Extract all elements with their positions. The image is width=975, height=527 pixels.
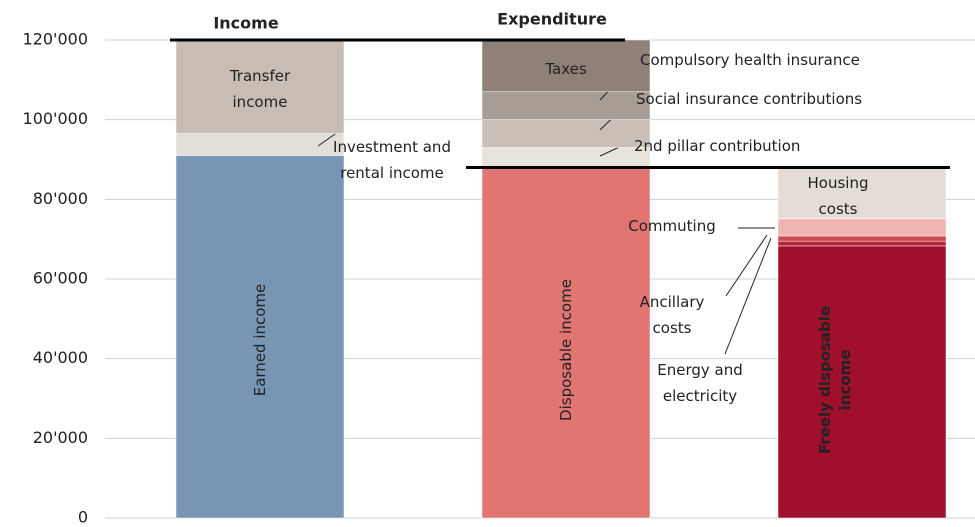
segment-label: Earned income	[251, 283, 269, 397]
leader-line	[317, 131, 339, 147]
segment-label: Social insurance contributions	[636, 90, 863, 108]
bar-segment	[481, 119, 651, 148]
segment-label: Freely disposable income	[816, 305, 854, 455]
leader-line	[724, 237, 772, 355]
y-tick-label: 100'000	[23, 109, 88, 128]
bar-segment	[777, 240, 947, 247]
bar-segment	[481, 39, 651, 93]
segment-label: Commuting	[628, 217, 716, 235]
segment-label: Investment and rental income	[333, 138, 451, 182]
segment-label: Energy and electricity	[657, 361, 743, 405]
y-tick-label: 40'000	[33, 348, 88, 367]
leader-line	[725, 234, 768, 297]
bar-segment	[175, 155, 345, 519]
segment-label: 2nd pillar contribution	[634, 137, 801, 155]
bar-segment	[175, 133, 345, 156]
segment-label: Transfer income	[229, 67, 291, 111]
y-tick-label: 120'000	[23, 30, 88, 49]
y-tick-label: 80'000	[33, 189, 88, 208]
segment-label: Ancillary costs	[639, 293, 705, 337]
segment-label: Taxes	[545, 60, 587, 78]
bar-segment	[481, 167, 651, 519]
y-tick-label: 20'000	[33, 428, 88, 447]
segment-label: Compulsory health insurance	[640, 51, 860, 69]
y-tick-label: 60'000	[33, 269, 88, 288]
bar-title: Expenditure	[497, 10, 607, 29]
bar-segment	[481, 91, 651, 120]
bar-segment	[481, 147, 651, 168]
bar-segment	[777, 235, 947, 242]
bar-segment	[777, 167, 947, 220]
bar-segment	[777, 245, 947, 519]
bar-segment	[175, 39, 345, 134]
y-tick-label: 0	[78, 508, 88, 527]
segment-label: Disposable income	[557, 279, 575, 421]
bar-title: Income	[213, 14, 278, 33]
segment-label: Housing costs	[807, 174, 869, 218]
